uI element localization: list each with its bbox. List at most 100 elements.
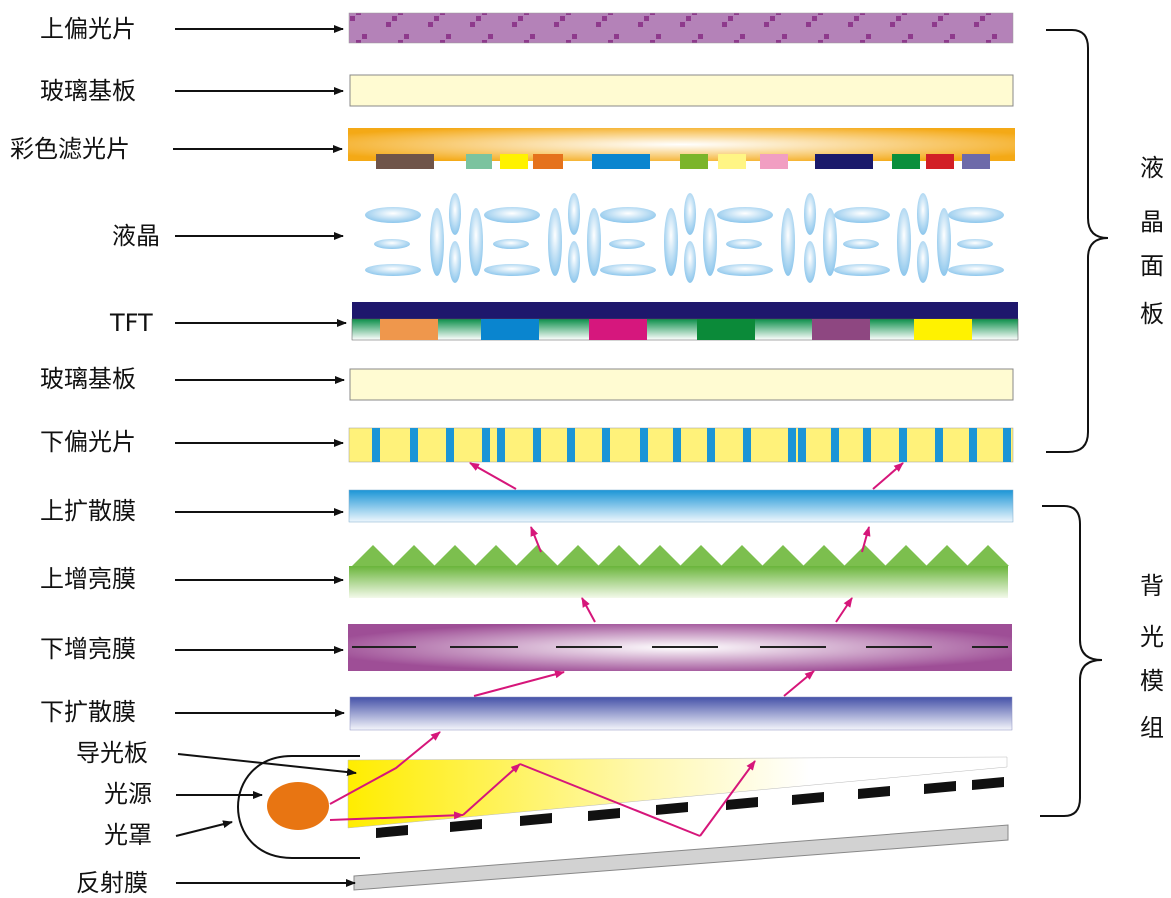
lc-molecule (469, 208, 483, 276)
polarizer-stripe (446, 428, 454, 462)
lgp-print-dots (376, 777, 1004, 838)
lc-molecule (843, 239, 879, 249)
label-light-guide-plate: 导光板 (76, 739, 148, 767)
polarizer-stripe (798, 428, 806, 462)
lc-molecule (897, 208, 911, 276)
color-filter-swatch (815, 154, 873, 169)
prism-tooth (557, 545, 599, 566)
group-backlight-char-4: 组 (1140, 714, 1164, 742)
lgp-dot (972, 777, 1004, 790)
lc-molecule (937, 208, 951, 276)
label-upper-brightness-film: 上增亮膜 (40, 565, 136, 593)
brace-lcd-panel: 液 晶 面 板 (1046, 29, 1164, 453)
group-backlight-char-1: 背 (1140, 572, 1164, 600)
layer-upper-polarizer (348, 12, 1014, 44)
label-tft: TFT (109, 309, 153, 337)
polarizer-stripe (969, 428, 977, 462)
prism-tooth (598, 545, 640, 566)
lc-molecule (781, 208, 795, 276)
polarizer-stripe (788, 428, 796, 462)
lc-molecule (834, 264, 890, 276)
prism-tooth (967, 545, 1009, 566)
label-upper-diffuser: 上扩散膜 (40, 497, 136, 525)
prism-tooth (803, 545, 845, 566)
prism-tooth (352, 545, 394, 566)
group-lcd-panel-char-2: 晶 (1140, 208, 1164, 236)
group-lcd-panel-char-3: 面 (1140, 252, 1164, 280)
tft-swatch (380, 319, 438, 340)
color-filter-swatch (962, 154, 990, 169)
lc-molecule (834, 207, 890, 223)
lc-molecule (493, 239, 529, 249)
color-filter-swatch (592, 154, 650, 169)
lgp-dot (520, 813, 552, 826)
lc-molecule (365, 264, 421, 276)
lgp-dot (858, 786, 890, 799)
lc-molecule (948, 207, 1004, 223)
label-glass-substrate-top: 玻璃基板 (40, 77, 136, 105)
tft-swatches (380, 319, 972, 340)
color-filter-swatch (926, 154, 954, 169)
label-reflector: 反射膜 (76, 869, 148, 897)
lgp-dot (588, 808, 620, 821)
layer-reflector (353, 824, 1009, 891)
polarizer-stripe (567, 428, 575, 462)
polarizer-stripe (935, 428, 943, 462)
layer-glass-substrate-top (349, 74, 1014, 107)
light-rays (329, 462, 904, 837)
lc-molecule (804, 193, 816, 235)
polarizer-stripe (640, 428, 648, 462)
layer-tft (351, 302, 1019, 341)
prism-tooth (680, 545, 722, 566)
prism-tooth (475, 545, 517, 566)
brace-backlight-module: 背 光 模 组 (1040, 505, 1164, 817)
color-filter-swatch (500, 154, 528, 169)
polarizer-stripe (602, 428, 610, 462)
polarizer-stripe (497, 428, 505, 462)
color-filter-swatch (718, 154, 746, 169)
polarizer-stripe (863, 428, 871, 462)
lc-molecule (948, 264, 1004, 276)
group-backlight-char-2: 光 (1140, 623, 1164, 651)
prism-teeth (352, 545, 1009, 566)
lc-molecule (703, 208, 717, 276)
lc-molecule (804, 241, 816, 283)
lc-molecule (684, 193, 696, 235)
polarizer-stripe (482, 428, 490, 462)
lc-molecule (917, 193, 929, 235)
label-color-filter: 彩色滤光片 (10, 135, 130, 163)
group-lcd-panel-char-1: 液 (1140, 154, 1164, 182)
polarizer-stripe (673, 428, 681, 462)
color-filter-swatch (892, 154, 920, 169)
lgp-dot (450, 819, 482, 832)
label-lower-brightness-film: 下增亮膜 (40, 635, 136, 663)
group-lcd-panel-char-4: 板 (1140, 300, 1164, 328)
color-filter-swatch (680, 154, 708, 169)
label-lower-polarizer: 下偏光片 (40, 428, 136, 456)
layer-lower-polarizer (348, 427, 1014, 463)
color-filter-swatch (376, 154, 434, 169)
lgp-dot (726, 797, 758, 810)
lgp-dot (376, 825, 408, 838)
polarizer-stripe (831, 428, 839, 462)
polarizer-stripe (743, 428, 751, 462)
lower-polarizer-stripes (372, 428, 1011, 462)
tft-swatch (812, 319, 870, 340)
polarizer-stripe (899, 428, 907, 462)
layer-liquid-crystal (365, 193, 1004, 283)
label-glass-substrate-bottom: 玻璃基板 (40, 365, 136, 393)
prism-tooth (393, 545, 435, 566)
color-filter-swatch (760, 154, 788, 169)
prism-tooth (434, 545, 476, 566)
lc-molecule (484, 264, 540, 276)
color-filter-swatch (533, 154, 563, 169)
polarizer-stripe (707, 428, 715, 462)
lc-molecule (600, 207, 656, 223)
prism-tooth (516, 545, 558, 566)
polarizer-stripe (533, 428, 541, 462)
lc-molecule (823, 208, 837, 276)
lgp-dot (792, 792, 824, 805)
polarizer-stripe (410, 428, 418, 462)
lc-molecule (449, 241, 461, 283)
